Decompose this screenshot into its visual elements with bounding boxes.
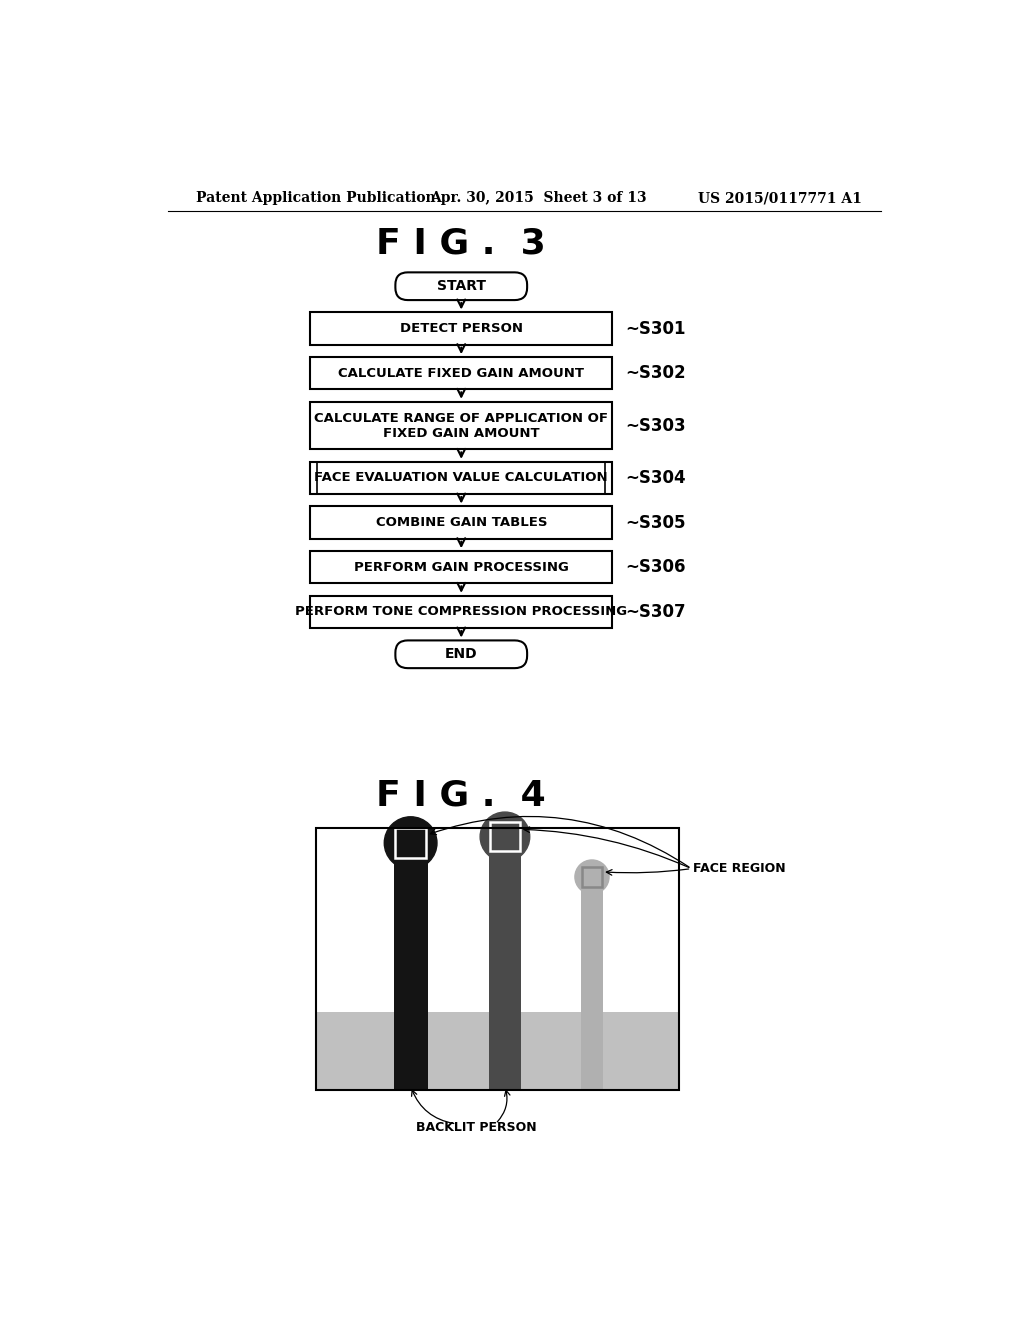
Bar (582, 888, 603, 1090)
Text: F I G .  3: F I G . 3 (377, 226, 546, 260)
Text: END: END (445, 647, 477, 661)
Text: ∼S304: ∼S304 (625, 469, 685, 487)
Text: ∼S306: ∼S306 (625, 558, 685, 577)
Text: ∼S307: ∼S307 (625, 603, 685, 620)
Text: ∼S303: ∼S303 (625, 417, 685, 434)
Circle shape (480, 812, 529, 862)
Bar (488, 854, 521, 1090)
Bar (582, 867, 602, 887)
Bar (310, 401, 612, 449)
Text: PERFORM TONE COMPRESSION PROCESSING: PERFORM TONE COMPRESSION PROCESSING (295, 606, 628, 619)
Text: CALCULATE RANGE OF APPLICATION OF
FIXED GAIN AMOUNT: CALCULATE RANGE OF APPLICATION OF FIXED … (314, 412, 608, 440)
Text: FACE EVALUATION VALUE CALCULATION: FACE EVALUATION VALUE CALCULATION (314, 471, 608, 484)
Bar (310, 552, 612, 583)
Bar (395, 828, 426, 858)
Text: START: START (437, 280, 485, 293)
Text: PERFORM GAIN PROCESSING: PERFORM GAIN PROCESSING (354, 561, 568, 574)
FancyBboxPatch shape (395, 272, 527, 300)
Bar (310, 595, 612, 628)
Text: Patent Application Publication: Patent Application Publication (197, 191, 436, 206)
Bar (310, 313, 612, 345)
Text: Apr. 30, 2015  Sheet 3 of 13: Apr. 30, 2015 Sheet 3 of 13 (430, 191, 647, 206)
Text: FACE REGION: FACE REGION (693, 862, 785, 875)
Text: CALCULATE FIXED GAIN AMOUNT: CALCULATE FIXED GAIN AMOUNT (338, 367, 585, 380)
Text: DETECT PERSON: DETECT PERSON (399, 322, 522, 335)
Text: F I G .  4: F I G . 4 (377, 779, 546, 813)
Text: BACKLIT PERSON: BACKLIT PERSON (416, 1121, 537, 1134)
Text: US 2015/0117771 A1: US 2015/0117771 A1 (697, 191, 861, 206)
Bar (316, 829, 679, 1090)
Bar (316, 829, 679, 1090)
Bar (310, 358, 612, 389)
Bar (393, 861, 428, 1090)
Bar (310, 507, 612, 539)
Circle shape (574, 859, 609, 894)
FancyBboxPatch shape (395, 640, 527, 668)
Text: COMBINE GAIN TABLES: COMBINE GAIN TABLES (376, 516, 547, 529)
Circle shape (384, 817, 437, 869)
Bar (310, 462, 612, 494)
Text: ∼S302: ∼S302 (625, 364, 685, 383)
Text: ∼S305: ∼S305 (625, 513, 685, 532)
Text: ∼S301: ∼S301 (625, 319, 685, 338)
Bar (490, 822, 519, 851)
Bar (316, 1011, 679, 1090)
